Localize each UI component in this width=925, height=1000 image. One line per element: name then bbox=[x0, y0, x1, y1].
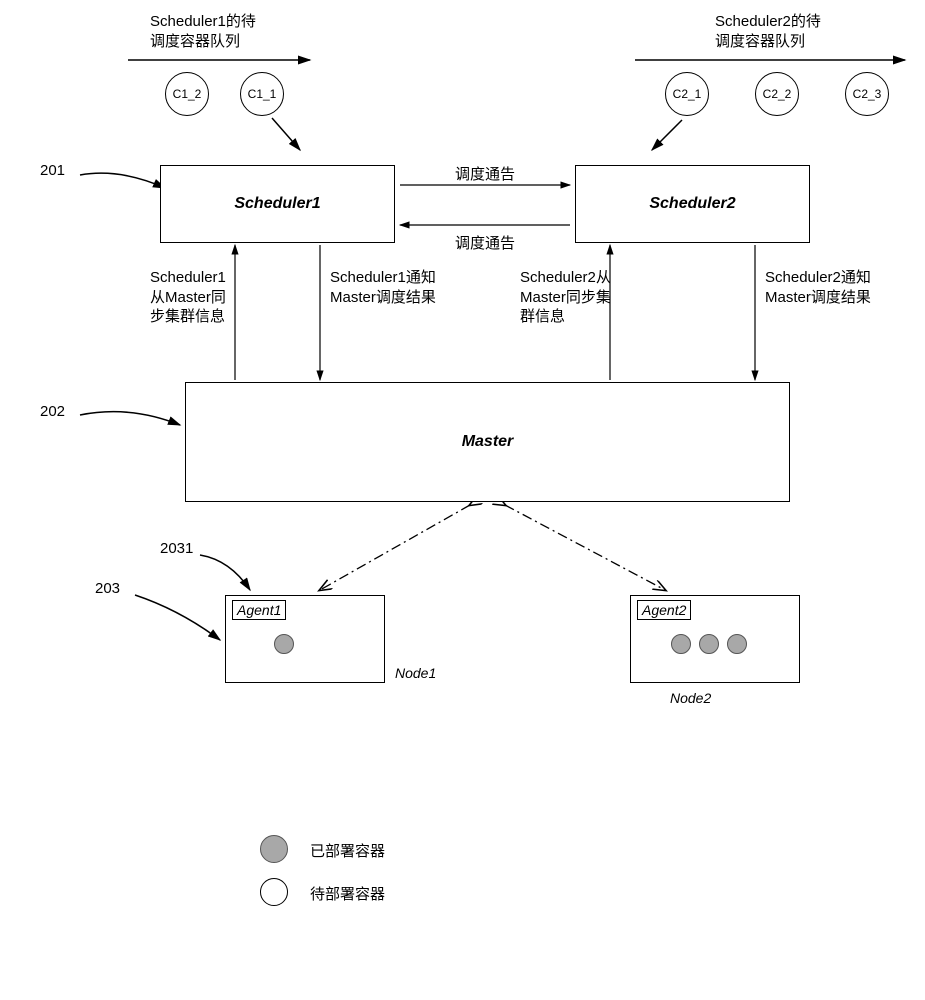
container-c2-3: C2_3 bbox=[845, 72, 889, 116]
master-box: Master bbox=[185, 382, 790, 502]
notice-s2-to-s1: 调度通告 bbox=[455, 232, 515, 253]
agent1-box: Agent1 bbox=[232, 600, 286, 620]
scheduler2-box: Scheduler2 bbox=[575, 165, 810, 243]
ref-202: 202 bbox=[40, 403, 65, 420]
container-c1-2: C1_2 bbox=[165, 72, 209, 116]
ref-2031: 2031 bbox=[160, 540, 193, 557]
node1-box: Agent1 bbox=[225, 595, 385, 683]
deployed-container-icon bbox=[727, 634, 747, 654]
container-c2-1: C2_1 bbox=[665, 72, 709, 116]
queue2-title: Scheduler2的待 调度容器队列 bbox=[715, 12, 821, 51]
node2-label: Node2 bbox=[670, 690, 711, 706]
node2-box: Agent2 bbox=[630, 595, 800, 683]
container-c1-1: C1_1 bbox=[240, 72, 284, 116]
ref-201: 201 bbox=[40, 162, 65, 179]
container-c2-2: C2_2 bbox=[755, 72, 799, 116]
deployed-container-icon bbox=[671, 634, 691, 654]
s1-notify-label: Scheduler1通知 Master调度结果 bbox=[330, 268, 436, 307]
scheduler1-box: Scheduler1 bbox=[160, 165, 395, 243]
deployed-container-icon bbox=[274, 634, 294, 654]
legend-open-icon bbox=[260, 878, 288, 906]
diagram-canvas: Scheduler1的待 调度容器队列 C1_2 C1_1 Scheduler2… bbox=[0, 0, 925, 1000]
legend-open-label: 待部署容器 bbox=[310, 883, 385, 904]
deployed-container-icon bbox=[699, 634, 719, 654]
node1-label: Node1 bbox=[395, 665, 436, 681]
legend-filled-label: 已部署容器 bbox=[310, 840, 385, 861]
s2-sync-label: Scheduler2从 Master同步集 群信息 bbox=[520, 268, 611, 327]
ref-203: 203 bbox=[95, 580, 120, 597]
s1-sync-label: Scheduler1 从Master同 步集群信息 bbox=[150, 268, 226, 327]
legend-filled-icon bbox=[260, 835, 288, 863]
queue1-title: Scheduler1的待 调度容器队列 bbox=[150, 12, 256, 51]
agent2-box: Agent2 bbox=[637, 600, 691, 620]
notice-s1-to-s2: 调度通告 bbox=[455, 163, 515, 184]
s2-notify-label: Scheduler2通知 Master调度结果 bbox=[765, 268, 871, 307]
